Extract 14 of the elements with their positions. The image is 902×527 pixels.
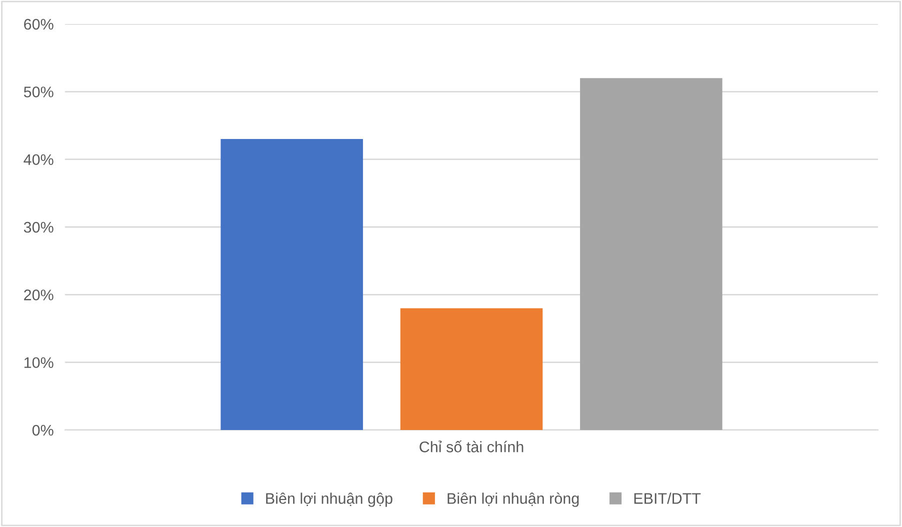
y-tick-label: 30% — [24, 222, 54, 233]
legend-label: Biên lợi nhuận gộp — [266, 492, 392, 507]
bar — [220, 139, 363, 430]
bar — [580, 78, 722, 430]
y-tick-label: 10% — [24, 357, 54, 368]
legend-label: EBIT/DTT — [634, 492, 701, 504]
bar — [400, 308, 543, 430]
x-tick-label: Chỉ số tài chính — [420, 440, 524, 452]
y-tick-label: 0% — [32, 424, 54, 436]
y-tick-label: 50% — [24, 86, 54, 98]
legend-label: Biên lợi nhuận ròng — [448, 492, 579, 507]
y-tick-label: 60% — [24, 18, 54, 30]
y-tick-label: 40% — [24, 154, 54, 166]
y-tick-label: 20% — [24, 290, 54, 300]
